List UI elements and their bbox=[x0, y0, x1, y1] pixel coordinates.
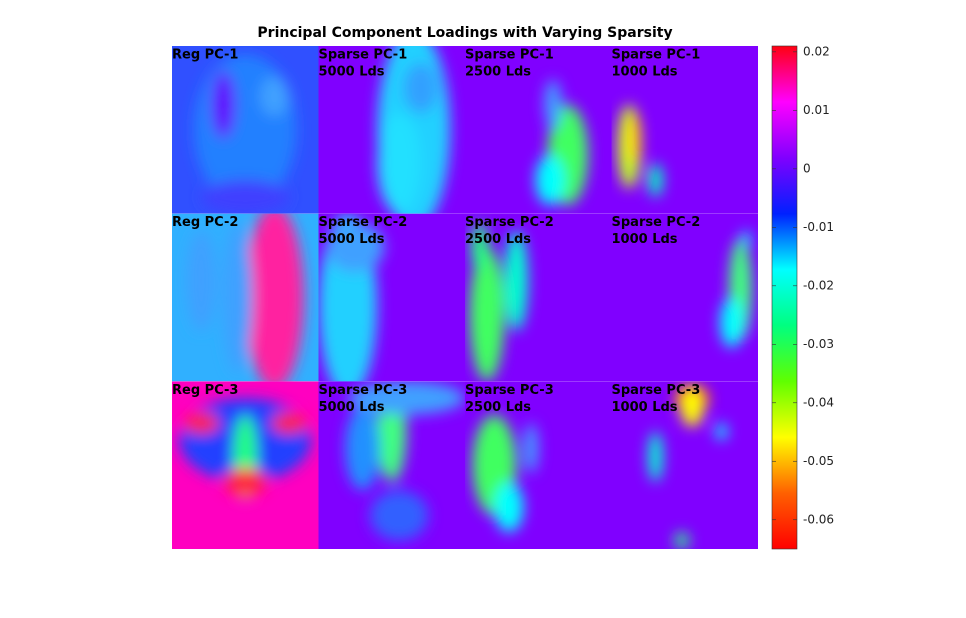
panel-label: Sparse PC-3 bbox=[612, 383, 701, 398]
chart-title: Principal Component Loadings with Varyin… bbox=[257, 25, 672, 41]
image-panel bbox=[465, 46, 612, 214]
panel-label: 2500 Lds bbox=[465, 400, 531, 415]
panel-label: Reg PC-1 bbox=[172, 48, 238, 63]
colorbar-tick-label: -0.02 bbox=[803, 278, 834, 292]
panel-label: Sparse PC-2 bbox=[319, 215, 408, 230]
image-panel bbox=[318, 381, 465, 549]
panel-label: Reg PC-3 bbox=[172, 383, 238, 398]
image-panel bbox=[611, 46, 758, 214]
image-panel bbox=[465, 381, 612, 549]
colorbar-tick-label: 0 bbox=[803, 161, 811, 175]
image-panel bbox=[172, 213, 319, 382]
panel-label: 2500 Lds bbox=[465, 65, 531, 80]
image-panel bbox=[172, 381, 319, 549]
panel-label: Sparse PC-1 bbox=[465, 48, 554, 63]
panel-label: Reg PC-2 bbox=[172, 215, 238, 230]
panel-label: 5000 Lds bbox=[319, 232, 385, 247]
colorbar-tick-label: -0.04 bbox=[803, 395, 834, 409]
image-panel bbox=[172, 46, 319, 214]
panel-label: Sparse PC-3 bbox=[465, 383, 554, 398]
panel-label: 5000 Lds bbox=[319, 65, 385, 80]
panel-label: 1000 Lds bbox=[612, 232, 678, 247]
panel-label: Sparse PC-2 bbox=[612, 215, 701, 230]
image-panel bbox=[465, 213, 612, 382]
panel-label: Sparse PC-2 bbox=[465, 215, 554, 230]
colorbar-tick-label: -0.03 bbox=[803, 337, 834, 351]
colorbar-tick-label: -0.01 bbox=[803, 220, 834, 234]
colorbar-tick-label: -0.05 bbox=[803, 454, 834, 468]
panel-label: 2500 Lds bbox=[465, 232, 531, 247]
panel-label: Sparse PC-1 bbox=[612, 48, 701, 63]
panel-label: 1000 Lds bbox=[612, 65, 678, 80]
colorbar-tick-label: 0.02 bbox=[803, 44, 830, 58]
panel-label: 5000 Lds bbox=[319, 400, 385, 415]
colorbar-tick-label: -0.06 bbox=[803, 512, 834, 526]
panels: Reg PC-1 Sparse PC-1 5000 Lds Sparse PC-1 25… bbox=[172, 46, 758, 549]
image-panel bbox=[611, 213, 758, 382]
image-panel bbox=[318, 213, 465, 382]
image-panel bbox=[611, 381, 758, 549]
image-panel bbox=[318, 46, 465, 214]
colorbar-tick-label: 0.01 bbox=[803, 103, 830, 117]
panel-label: Sparse PC-3 bbox=[319, 383, 408, 398]
panel-label: Sparse PC-1 bbox=[319, 48, 408, 63]
colorbar bbox=[771, 45, 798, 550]
panel-label: 1000 Lds bbox=[612, 400, 678, 415]
